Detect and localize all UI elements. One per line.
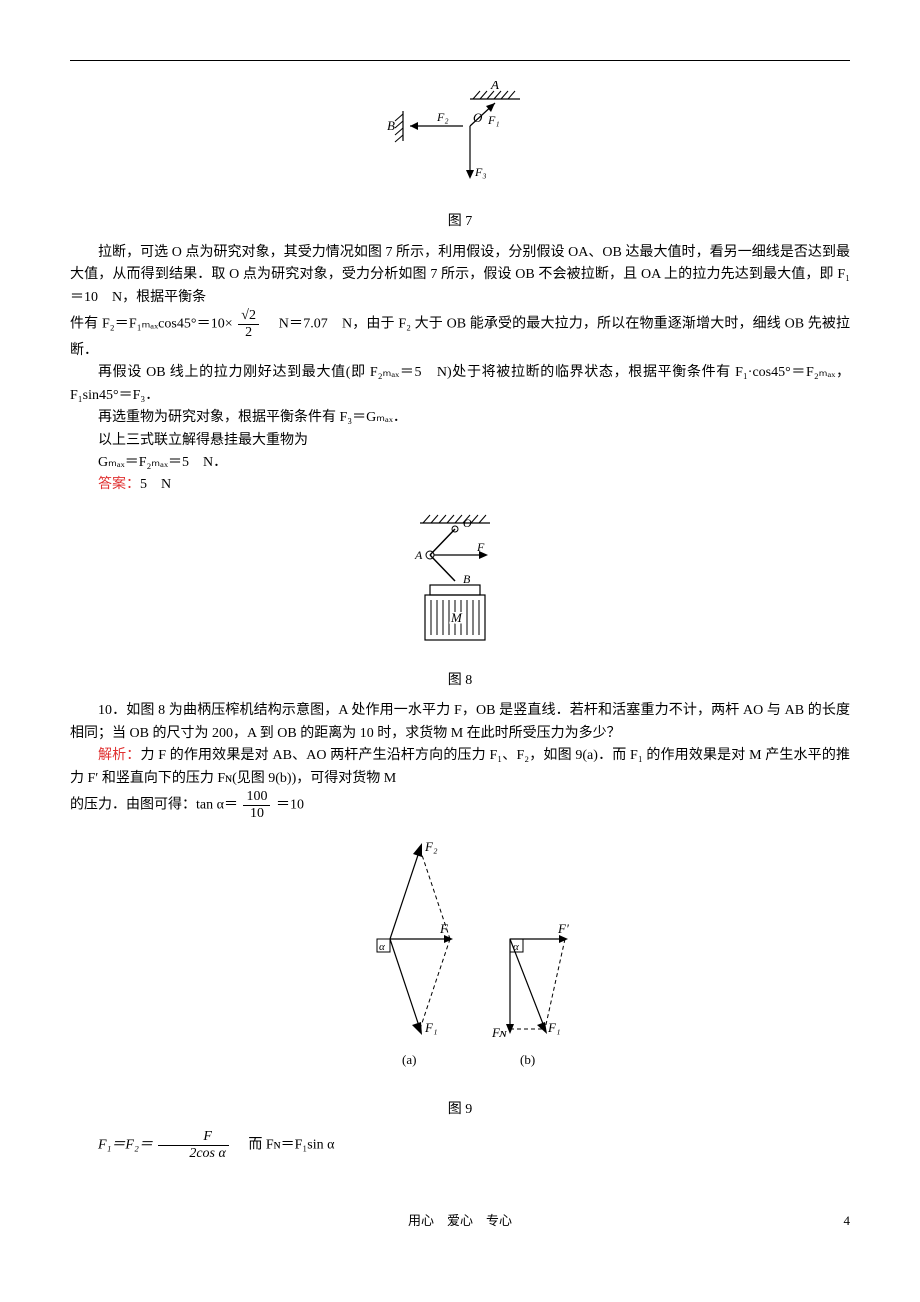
answer-line: 答案：5 N [70,474,850,496]
figure-8-caption: 图 8 [70,670,850,692]
analysis-label: 解析： [98,748,140,763]
svg-text:F₁: F₁ [487,113,500,127]
frac-den: 2cos α [158,1146,229,1161]
p8-a: 力 F 的作用效果是对 AB、AO 两杆产生沿杆方向的压力 F₁、F₂，如图 9… [70,748,850,785]
figure-9-caption: 图 9 [70,1099,850,1121]
paragraph-9: F₁＝F₂＝ F 2cos α 而 Fɴ＝F₁sin α [70,1130,850,1161]
frac-num: 100 [243,790,270,806]
figure-9-svg: F₂ F₁ F α (a) F′ Fɴ [310,829,610,1089]
svg-text:F₂: F₂ [436,110,449,124]
top-rule [70,60,850,61]
fraction-F-2cos: F 2cos α [158,1130,229,1161]
page-footer: 用心 爱心 专心 4 [70,1211,850,1232]
page-container: A B O F₂ F₁ F₃ 图 7 拉断，可选 O 点为研究对象， [0,0,920,1272]
answer-text: 5 N [140,477,171,492]
svg-text:O: O [473,110,483,125]
paragraph-2: 件有 F₂＝F₁ₘₐₓcos45°＝10× √2 2 N＝7.07 N，由于 F… [70,309,850,362]
svg-text:Fɴ: Fɴ [491,1025,507,1040]
paragraph-7: 10．如图 8 为曲柄压榨机结构示意图，A 处作用一水平力 F，OB 是竖直线．… [70,700,850,745]
p8-c: ＝10 [276,798,304,813]
svg-text:B: B [463,572,471,586]
figure-7: A B O F₂ F₁ F₃ 图 7 [70,81,850,234]
svg-text:F₂: F₂ [424,839,438,854]
paragraph-3: 再假设 OB 线上的拉力刚好达到最大值(即 F₂ₘₐₓ＝5 N)处于将被拉断的临… [70,362,850,407]
svg-text:(a): (a) [402,1052,416,1067]
paragraph-1: 拉断，可选 O 点为研究对象，其受力情况如图 7 所示，利用假设，分别假设 OA… [70,242,850,309]
answer-label: 答案： [98,477,140,492]
svg-text:(b): (b) [520,1052,535,1067]
figure-8-svg: O A F B M M [385,505,535,660]
frac-den: 2 [238,325,259,340]
svg-text:F₁: F₁ [424,1020,437,1035]
p9-b: 而 Fɴ＝F₁sin α [234,1138,334,1153]
svg-text:F′: F′ [557,921,569,936]
page-number: 4 [844,1211,851,1232]
svg-text:F₃: F₃ [474,165,487,179]
p9-a: F₁＝F₂＝ [98,1138,153,1153]
frac-num: F [158,1130,229,1146]
svg-text:α: α [513,941,519,953]
figure-7-svg: A B O F₂ F₁ F₃ [375,81,545,201]
svg-text:F: F [476,540,485,554]
svg-text:B: B [387,118,395,133]
paragraph-6: Gₘₐₓ＝F₂ₘₐₓ＝5 N． [70,452,850,474]
figure-8: O A F B M M [70,505,850,693]
paragraph-4: 再选重物为研究对象，根据平衡条件有 F₃＝Gₘₐₓ． [70,407,850,429]
svg-text:α: α [379,941,385,953]
figure-7-caption: 图 7 [70,211,850,233]
paragraph-8-line1: 解析：力 F 的作用效果是对 AB、AO 两杆产生沿杆方向的压力 F₁、F₂，如… [70,745,850,790]
footer-text: 用心 爱心 专心 [408,1213,512,1228]
svg-text:A: A [414,548,423,562]
paragraph-8-line2: 的压力．由图可得：tan α＝ 100 10 ＝10 [70,790,850,821]
svg-text:M: M [450,610,463,625]
p2-a: 件有 F₂＝F₁ₘₐₓcos45°＝10× [70,317,233,332]
svg-text:F₁: F₁ [547,1020,560,1035]
fraction-100-10: 100 10 [243,790,270,821]
paragraph-5: 以上三式联立解得悬挂最大重物为 [70,430,850,452]
svg-text:F: F [439,921,449,936]
frac-den: 10 [243,806,270,821]
figure-9: F₂ F₁ F α (a) F′ Fɴ [70,829,850,1122]
svg-text:O: O [463,516,472,530]
fraction-sqrt2-2: √2 2 [238,309,259,340]
p8-b: 的压力．由图可得：tan α＝ [70,798,238,813]
frac-num: √2 [238,309,259,325]
svg-text:A: A [490,81,499,92]
